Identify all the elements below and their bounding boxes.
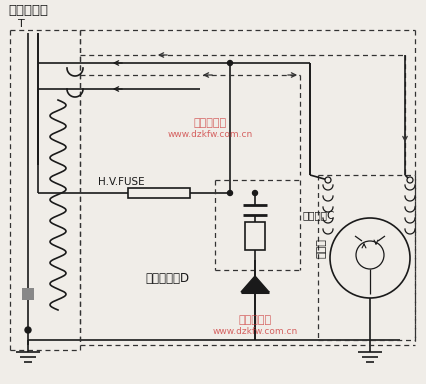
- Text: 电子开发网: 电子开发网: [193, 118, 226, 128]
- Circle shape: [25, 327, 31, 333]
- Circle shape: [227, 61, 232, 66]
- Text: T: T: [18, 19, 25, 29]
- Polygon shape: [240, 276, 268, 292]
- Bar: [22, 288, 34, 300]
- Circle shape: [324, 177, 330, 183]
- Text: www.dzkfw.com.cn: www.dzkfw.com.cn: [167, 130, 252, 139]
- Text: 高压变压器: 高压变压器: [8, 4, 48, 17]
- Circle shape: [227, 190, 232, 195]
- Text: 高压电容C: 高压电容C: [302, 210, 334, 220]
- Text: 高压二极管D: 高压二极管D: [145, 272, 189, 285]
- Bar: [245, 222, 265, 250]
- Text: www.dzkfw.com.cn: www.dzkfw.com.cn: [212, 327, 297, 336]
- Circle shape: [252, 190, 257, 195]
- Bar: [128, 188, 190, 198]
- Text: 电子开发网: 电子开发网: [238, 315, 271, 325]
- Text: 磁控管: 磁控管: [316, 238, 326, 258]
- Circle shape: [406, 177, 412, 183]
- Text: H.V.FUSE: H.V.FUSE: [98, 177, 144, 187]
